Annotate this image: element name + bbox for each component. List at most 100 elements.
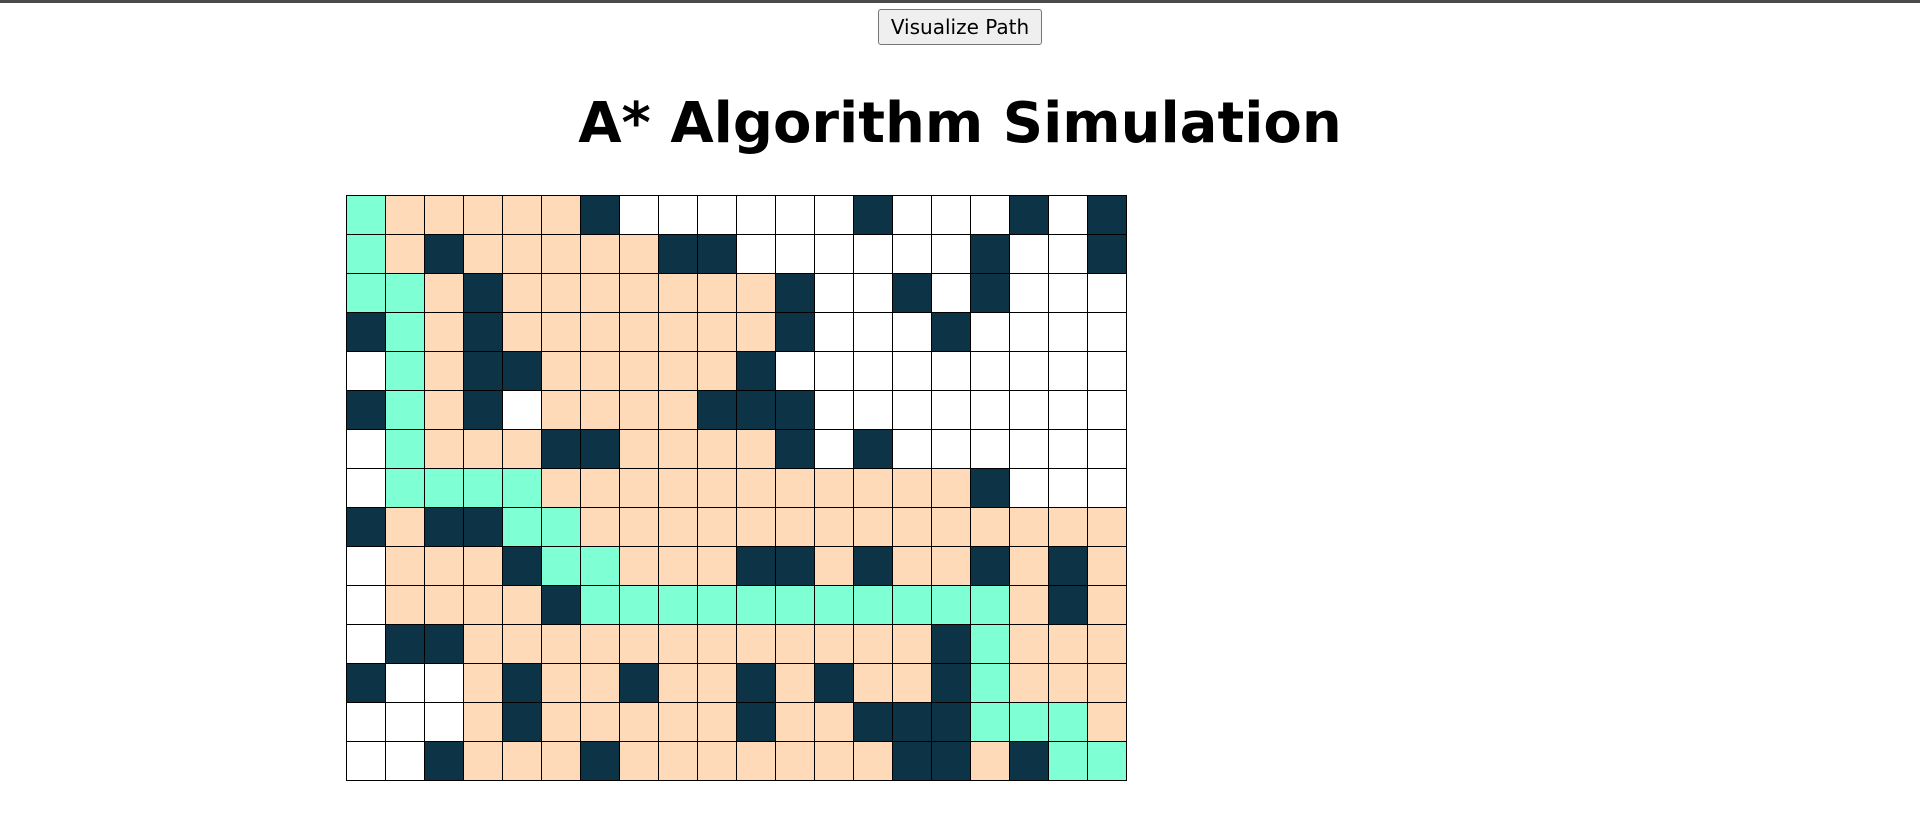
grid-cell-visited[interactable] <box>698 313 737 352</box>
grid-cell-empty[interactable] <box>737 196 776 235</box>
grid-cell-visited[interactable] <box>737 625 776 664</box>
grid-cell-empty[interactable] <box>854 274 893 313</box>
grid-cell-visited[interactable] <box>698 274 737 313</box>
grid-cell-wall[interactable] <box>1088 235 1127 274</box>
grid-cell-path[interactable] <box>971 586 1010 625</box>
grid-cell-wall[interactable] <box>776 274 815 313</box>
grid-cell-visited[interactable] <box>464 235 503 274</box>
grid-cell-visited[interactable] <box>1049 625 1088 664</box>
grid-cell-empty[interactable] <box>854 313 893 352</box>
grid-cell-visited[interactable] <box>893 547 932 586</box>
grid-cell-wall[interactable] <box>893 742 932 781</box>
grid-cell-wall[interactable] <box>932 742 971 781</box>
grid-cell-path[interactable] <box>737 586 776 625</box>
grid-cell-visited[interactable] <box>1010 625 1049 664</box>
grid-cell-wall[interactable] <box>542 586 581 625</box>
grid-cell-visited[interactable] <box>386 547 425 586</box>
grid-cell-visited[interactable] <box>425 586 464 625</box>
grid-cell-empty[interactable] <box>1088 313 1127 352</box>
grid-cell-wall[interactable] <box>776 430 815 469</box>
grid-cell-visited[interactable] <box>425 196 464 235</box>
grid-cell-visited[interactable] <box>1010 664 1049 703</box>
grid-cell-empty[interactable] <box>1049 313 1088 352</box>
grid-cell-empty[interactable] <box>893 235 932 274</box>
grid-cell-wall[interactable] <box>854 547 893 586</box>
grid-cell-empty[interactable] <box>425 664 464 703</box>
grid-cell-wall[interactable] <box>659 235 698 274</box>
grid-cell-visited[interactable] <box>1088 664 1127 703</box>
grid-cell-visited[interactable] <box>542 703 581 742</box>
grid-cell-visited[interactable] <box>386 235 425 274</box>
grid-cell-empty[interactable] <box>347 742 386 781</box>
grid-cell-visited[interactable] <box>620 547 659 586</box>
grid-cell-visited[interactable] <box>698 547 737 586</box>
grid-cell-visited[interactable] <box>503 196 542 235</box>
grid-cell-visited[interactable] <box>620 391 659 430</box>
grid-cell-visited[interactable] <box>893 469 932 508</box>
grid-cell-empty[interactable] <box>776 235 815 274</box>
grid-cell-wall[interactable] <box>542 430 581 469</box>
grid-cell-visited[interactable] <box>815 625 854 664</box>
grid-cell-visited[interactable] <box>620 703 659 742</box>
grid-cell-path[interactable] <box>386 391 425 430</box>
grid-cell-wall[interactable] <box>776 391 815 430</box>
grid-cell-visited[interactable] <box>464 196 503 235</box>
grid-cell-visited[interactable] <box>932 469 971 508</box>
grid-cell-visited[interactable] <box>893 508 932 547</box>
grid-cell-visited[interactable] <box>581 625 620 664</box>
grid-cell-wall[interactable] <box>776 547 815 586</box>
grid-cell-empty[interactable] <box>932 274 971 313</box>
grid-cell-visited[interactable] <box>581 235 620 274</box>
grid-cell-wall[interactable] <box>1010 742 1049 781</box>
grid-cell-empty[interactable] <box>1010 274 1049 313</box>
grid-cell-wall[interactable] <box>737 664 776 703</box>
grid-cell-visited[interactable] <box>542 274 581 313</box>
grid-cell-empty[interactable] <box>932 391 971 430</box>
grid-cell-empty[interactable] <box>620 196 659 235</box>
grid-cell-visited[interactable] <box>503 430 542 469</box>
grid-cell-path[interactable] <box>464 469 503 508</box>
grid-cell-empty[interactable] <box>1010 469 1049 508</box>
pathfinding-grid[interactable] <box>346 195 1127 781</box>
grid-cell-visited[interactable] <box>620 352 659 391</box>
grid-cell-path[interactable] <box>1049 742 1088 781</box>
grid-cell-visited[interactable] <box>425 430 464 469</box>
grid-cell-visited[interactable] <box>464 703 503 742</box>
grid-cell-empty[interactable] <box>1088 352 1127 391</box>
grid-cell-wall[interactable] <box>737 352 776 391</box>
grid-cell-empty[interactable] <box>425 703 464 742</box>
grid-cell-empty[interactable] <box>347 352 386 391</box>
grid-cell-empty[interactable] <box>1049 235 1088 274</box>
grid-cell-visited[interactable] <box>464 430 503 469</box>
grid-cell-empty[interactable] <box>932 235 971 274</box>
grid-cell-visited[interactable] <box>659 352 698 391</box>
grid-cell-visited[interactable] <box>854 625 893 664</box>
grid-cell-empty[interactable] <box>815 274 854 313</box>
grid-cell-visited[interactable] <box>815 703 854 742</box>
grid-cell-visited[interactable] <box>425 391 464 430</box>
grid-cell-empty[interactable] <box>815 430 854 469</box>
grid-cell-visited[interactable] <box>854 508 893 547</box>
grid-cell-empty[interactable] <box>347 625 386 664</box>
grid-cell-wall[interactable] <box>932 625 971 664</box>
grid-cell-wall[interactable] <box>503 352 542 391</box>
grid-cell-visited[interactable] <box>737 274 776 313</box>
grid-cell-wall[interactable] <box>347 313 386 352</box>
grid-cell-wall[interactable] <box>464 274 503 313</box>
grid-cell-visited[interactable] <box>659 391 698 430</box>
grid-cell-visited[interactable] <box>386 508 425 547</box>
grid-cell-wall[interactable] <box>932 703 971 742</box>
grid-cell-wall[interactable] <box>854 703 893 742</box>
grid-cell-wall[interactable] <box>971 547 1010 586</box>
grid-cell-path[interactable] <box>425 469 464 508</box>
grid-cell-visited[interactable] <box>1010 508 1049 547</box>
grid-cell-visited[interactable] <box>659 469 698 508</box>
grid-cell-wall[interactable] <box>620 664 659 703</box>
grid-cell-visited[interactable] <box>542 313 581 352</box>
grid-cell-empty[interactable] <box>815 391 854 430</box>
grid-cell-visited[interactable] <box>815 508 854 547</box>
grid-cell-empty[interactable] <box>932 430 971 469</box>
grid-cell-wall[interactable] <box>503 703 542 742</box>
grid-cell-wall[interactable] <box>464 313 503 352</box>
grid-cell-visited[interactable] <box>698 508 737 547</box>
